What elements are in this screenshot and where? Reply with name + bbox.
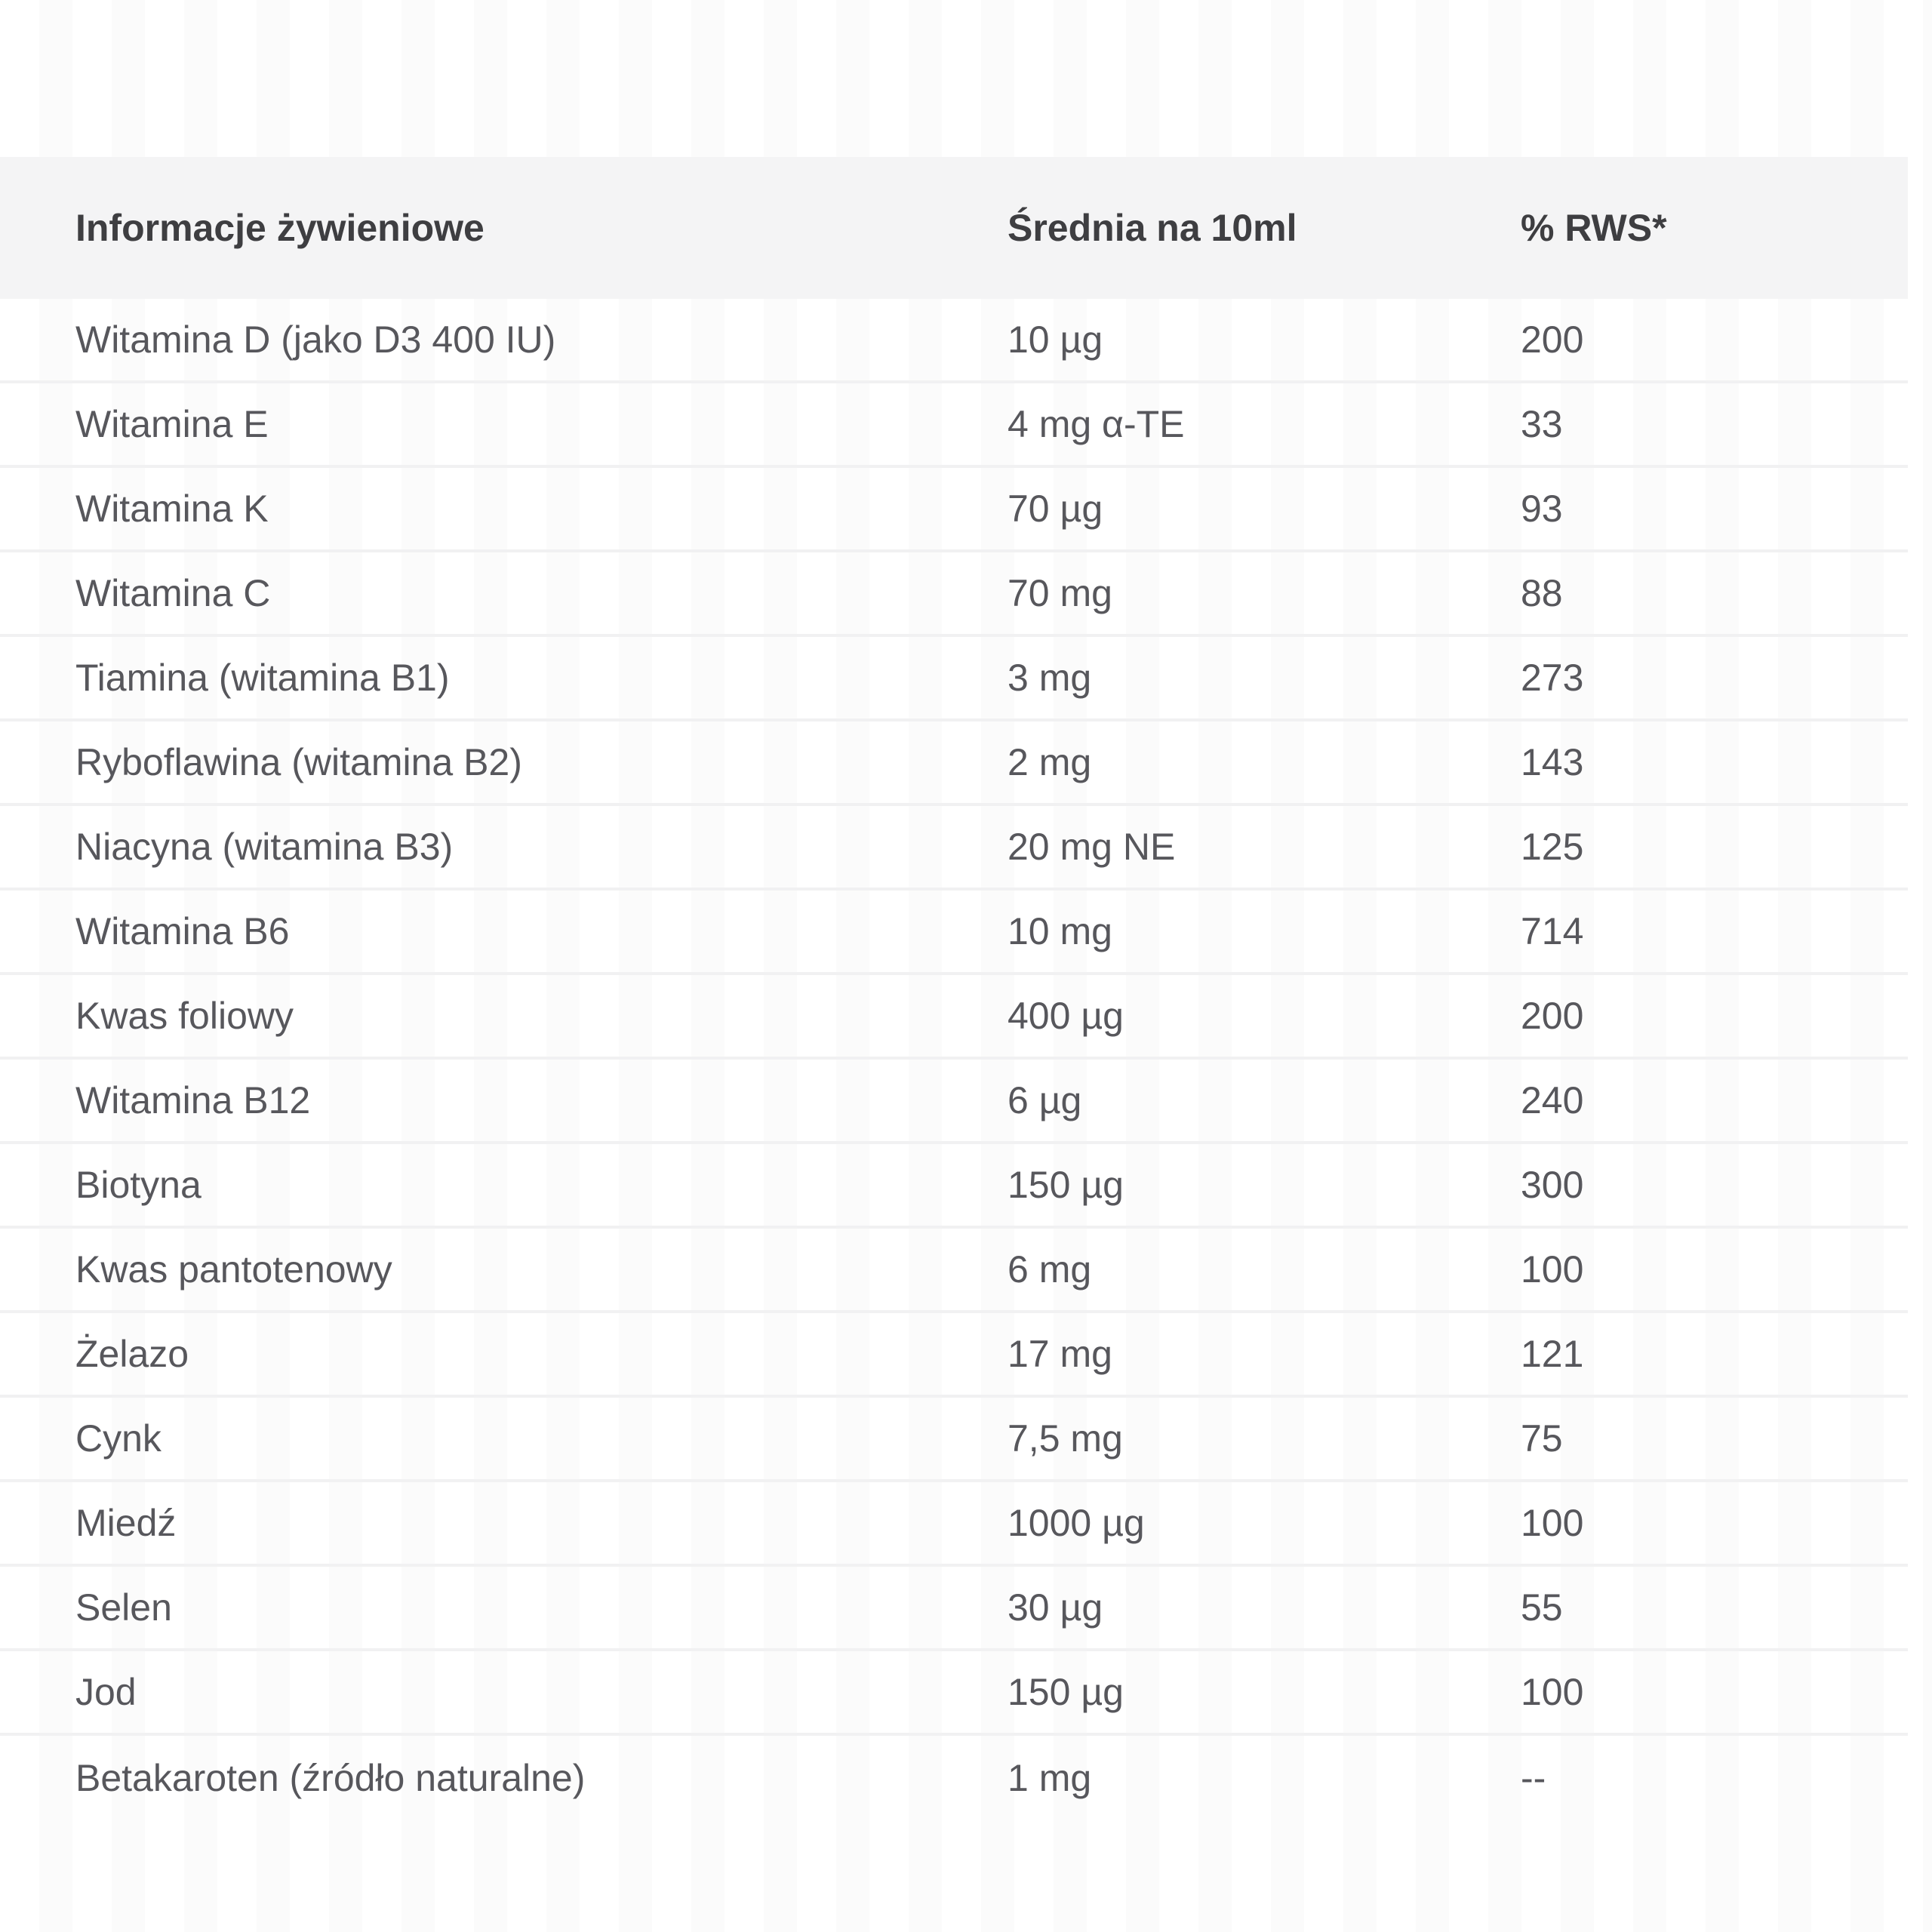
nutrient-amount: 30 µg — [1008, 1586, 1103, 1629]
nutrient-amount: 2 mg — [1008, 741, 1092, 783]
nutrient-amount: 6 mg — [1008, 1248, 1092, 1291]
table-row: Witamina C 70 mg 88 — [0, 552, 1908, 637]
nutrient-name: Witamina B12 — [75, 1079, 311, 1121]
nutrient-amount: 150 µg — [1008, 1671, 1124, 1713]
nutrient-name: Betakaroten (źródło naturalne) — [75, 1757, 586, 1799]
nutrient-name: Kwas foliowy — [75, 995, 294, 1037]
table-row: Kwas pantotenowy 6 mg 100 — [0, 1229, 1908, 1313]
nutrient-amount: 4 mg α-TE — [1008, 403, 1185, 445]
nutrient-name: Miedź — [75, 1502, 177, 1544]
nutrient-name: Selen — [75, 1586, 172, 1629]
nutrient-rws-value: 714 — [1521, 910, 1584, 952]
nutrient-amount: 10 µg — [1008, 318, 1103, 361]
nutrient-amount: 1 mg — [1008, 1757, 1092, 1799]
nutrient-amount: 70 µg — [1008, 488, 1103, 530]
nutrient-amount: 17 mg — [1008, 1333, 1112, 1375]
nutrient-amount: 20 mg NE — [1008, 826, 1176, 868]
nutrient-rws-value: 273 — [1521, 657, 1584, 699]
nutrient-name: Żelazo — [75, 1333, 189, 1375]
nutrient-name: Jod — [75, 1671, 137, 1713]
nutrient-amount: 7,5 mg — [1008, 1417, 1123, 1460]
nutrient-amount: 1000 µg — [1008, 1502, 1145, 1544]
nutrient-rws-value: 200 — [1521, 318, 1584, 361]
nutrient-name: Tiamina (witamina B1) — [75, 657, 450, 699]
nutrient-amount: 10 mg — [1008, 910, 1112, 952]
table-row: Selen 30 µg 55 — [0, 1567, 1908, 1651]
nutrient-name: Witamina B6 — [75, 910, 290, 952]
table-row: Biotyna 150 µg 300 — [0, 1144, 1908, 1229]
table-row: Żelazo 17 mg 121 — [0, 1313, 1908, 1398]
nutrient-rws-value: 100 — [1521, 1671, 1584, 1713]
table-row: Witamina E 4 mg α-TE 33 — [0, 383, 1908, 468]
nutrient-amount: 70 mg — [1008, 572, 1112, 614]
table-body: Witamina D (jako D3 400 IU) 10 µg 200 Witam… — [0, 299, 1908, 1820]
nutrient-rws-value: 100 — [1521, 1248, 1584, 1291]
table-row: Witamina B6 10 mg 714 — [0, 891, 1908, 975]
nutrient-rws-value: 125 — [1521, 826, 1584, 868]
nutrient-name: Cynk — [75, 1417, 162, 1460]
table-row: Witamina B12 6 µg 240 — [0, 1060, 1908, 1144]
nutrient-rws-value: -- — [1521, 1757, 1546, 1799]
nutrient-rws-value: 240 — [1521, 1079, 1584, 1121]
nutrient-rws-value: 93 — [1521, 488, 1563, 530]
nutrient-name: Witamina K — [75, 488, 269, 530]
table-row: Cynk 7,5 mg 75 — [0, 1398, 1908, 1482]
table-header-row: Informacje żywieniowe Średnia na 10ml % … — [0, 157, 1908, 299]
nutrient-rws-value: 300 — [1521, 1164, 1584, 1206]
table-row: Miedź 1000 µg 100 — [0, 1482, 1908, 1567]
nutrient-name: Witamina E — [75, 403, 269, 445]
table-row: Jod 150 µg 100 — [0, 1651, 1908, 1736]
nutrient-name: Biotyna — [75, 1164, 202, 1206]
column-header-rws: % RWS* — [1521, 207, 1667, 249]
nutrient-rws-value: 100 — [1521, 1502, 1584, 1544]
table-row: Kwas foliowy 400 µg 200 — [0, 975, 1908, 1060]
nutrient-rws-value: 88 — [1521, 572, 1563, 614]
nutrient-amount: 150 µg — [1008, 1164, 1124, 1206]
nutrient-rws-value: 121 — [1521, 1333, 1584, 1375]
nutrient-name: Kwas pantotenowy — [75, 1248, 392, 1291]
nutrient-rws-value: 143 — [1521, 741, 1584, 783]
table-row: Witamina D (jako D3 400 IU) 10 µg 200 — [0, 299, 1908, 383]
nutrition-table: Informacje żywieniowe Średnia na 10ml % … — [0, 157, 1908, 1820]
nutrient-name: Niacyna (witamina B3) — [75, 826, 454, 868]
table-row: Niacyna (witamina B3) 20 mg NE 125 — [0, 806, 1908, 891]
nutrient-amount: 3 mg — [1008, 657, 1092, 699]
nutrient-rws-value: 75 — [1521, 1417, 1563, 1460]
table-row: Ryboflawina (witamina B2) 2 mg 143 — [0, 721, 1908, 806]
nutrient-amount: 400 µg — [1008, 995, 1124, 1037]
column-header-nutrient: Informacje żywieniowe — [75, 207, 485, 249]
table-row: Witamina K 70 µg 93 — [0, 468, 1908, 552]
column-header-amount: Średnia na 10ml — [1008, 207, 1297, 249]
nutrient-rws-value: 55 — [1521, 1586, 1563, 1629]
nutrient-name: Ryboflawina (witamina B2) — [75, 741, 522, 783]
table-row: Tiamina (witamina B1) 3 mg 273 — [0, 637, 1908, 721]
table-row: Betakaroten (źródło naturalne) 1 mg -- — [0, 1736, 1908, 1820]
nutrient-name: Witamina D (jako D3 400 IU) — [75, 318, 556, 361]
nutrient-amount: 6 µg — [1008, 1079, 1082, 1121]
nutrient-name: Witamina C — [75, 572, 271, 614]
nutrient-rws-value: 33 — [1521, 403, 1563, 445]
nutrient-rws-value: 200 — [1521, 995, 1584, 1037]
